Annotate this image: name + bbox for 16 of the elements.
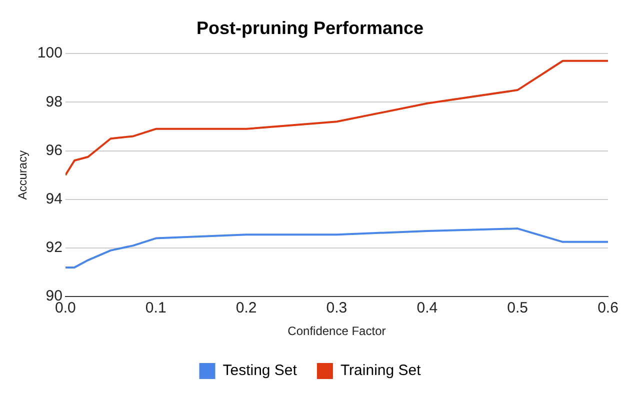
x-tick-label: 0.5 — [507, 300, 528, 317]
y-tick-label: 92 — [46, 239, 62, 256]
x-tick-label: 0.2 — [236, 300, 257, 317]
x-tick-label: 0.6 — [598, 300, 618, 317]
x-tick-label: 0.4 — [416, 300, 438, 317]
y-tick-label: 96 — [46, 142, 62, 159]
x-axis-title: Confidence Factor — [288, 324, 386, 338]
y-tick-label: 100 — [37, 44, 62, 62]
y-tick-label: 98 — [46, 93, 62, 110]
x-tick-label: 0.3 — [326, 300, 348, 317]
legend-label: Training Set — [340, 362, 422, 380]
legend-label: Testing Set — [222, 362, 298, 380]
x-tick-label: 0.1 — [145, 300, 166, 317]
y-axis-title: Accuracy — [16, 150, 30, 200]
y-tick-label: 94 — [46, 190, 62, 208]
chart-title: Post-pruning Performance — [196, 18, 424, 38]
